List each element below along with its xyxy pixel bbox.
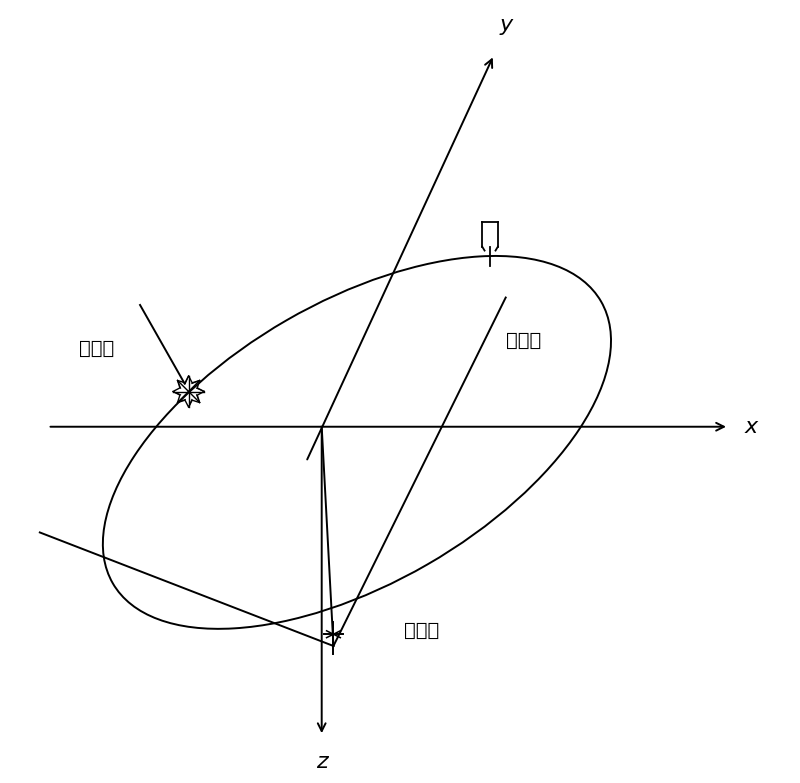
Text: 接收点: 接收点 [506,331,541,350]
Text: y: y [499,15,512,35]
Text: x: x [745,417,758,437]
Text: z: z [316,752,327,772]
Text: 激发点: 激发点 [79,339,114,358]
Text: 反射点: 反射点 [404,621,439,640]
